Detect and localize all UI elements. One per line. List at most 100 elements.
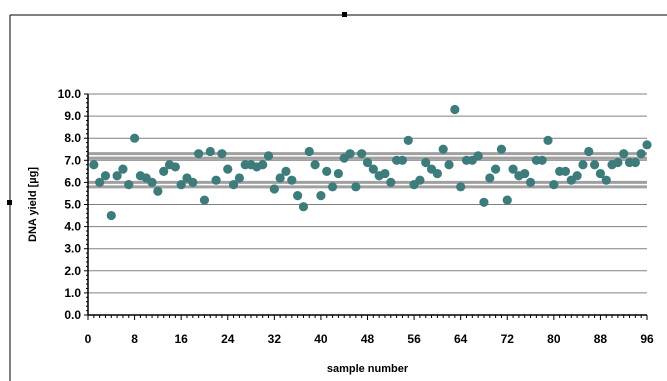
data-point-73 — [508, 164, 518, 174]
data-point-78 — [537, 155, 547, 165]
x-tick-label-2: 16 — [174, 332, 188, 346]
data-point-4 — [106, 210, 116, 221]
y-tick-label-6: 6.0 — [64, 175, 81, 189]
data-point-32 — [269, 184, 279, 194]
data-point-79 — [543, 135, 553, 146]
data-point-95 — [636, 149, 646, 159]
axes — [84, 93, 648, 320]
data-point-72 — [502, 195, 512, 205]
data-point-68 — [479, 197, 489, 207]
x-tick-label-3: 24 — [221, 332, 235, 346]
data-point-49 — [368, 164, 378, 174]
data-point-48 — [362, 157, 373, 168]
x-tick-label-9: 72 — [501, 332, 515, 346]
data-point-62 — [444, 160, 454, 170]
data-point-20 — [199, 195, 210, 205]
data-point-15 — [170, 162, 180, 172]
frame-handle-left — [7, 200, 12, 205]
data-point-51 — [380, 168, 390, 179]
data-point-86 — [584, 146, 594, 157]
data-point-47 — [357, 149, 367, 159]
data-point-84 — [572, 171, 582, 181]
data-point-42 — [327, 182, 338, 192]
x-tick-label-4: 32 — [268, 332, 282, 346]
x-tick-label-0: 0 — [85, 332, 92, 346]
data-point-3 — [100, 171, 111, 181]
data-point-19 — [194, 149, 204, 159]
y-tick-label-4: 4.0 — [64, 220, 81, 234]
data-point-71 — [496, 144, 507, 154]
tick-labels: 0.0 1.0 2.0 3.0 4.0 5.0 6.0 7.0 8.0 9.0 10.0 0 8 16 24… — [58, 87, 654, 346]
data-point-69 — [485, 173, 495, 183]
data-point-2 — [95, 177, 105, 187]
data-point-94 — [630, 157, 640, 168]
data-point-11 — [147, 177, 157, 187]
data-point-22 — [211, 175, 221, 185]
x-tick-label-11: 88 — [594, 332, 608, 346]
data-point-34 — [281, 166, 291, 176]
x-tick-label-7: 56 — [407, 332, 421, 346]
x-axis-title: sample number — [327, 363, 409, 375]
data-point-46 — [351, 182, 361, 192]
data-point-5 — [112, 171, 122, 181]
data-point-8 — [129, 133, 140, 143]
data-point-96 — [642, 140, 652, 150]
data-point-41 — [322, 166, 332, 176]
data-point-82 — [560, 166, 571, 176]
data-point-31 — [263, 151, 274, 161]
data-point-54 — [397, 155, 408, 165]
data-point-26 — [234, 173, 244, 183]
y-tick-label-3: 3.0 — [64, 242, 81, 256]
y-tick-label-2: 2.0 — [64, 264, 81, 278]
y-tick-label-9: 9.0 — [64, 109, 81, 123]
data-points — [89, 104, 652, 221]
data-point-57 — [415, 175, 425, 185]
data-point-43 — [333, 168, 343, 179]
gridlines — [88, 93, 647, 294]
data-point-16 — [176, 180, 186, 190]
data-point-85 — [578, 160, 588, 170]
data-point-75 — [520, 168, 530, 179]
x-tick-label-6: 48 — [361, 332, 375, 346]
data-point-67 — [473, 151, 483, 161]
x-tick-label-5: 40 — [314, 332, 328, 346]
y-tick-label-7: 7.0 — [64, 153, 81, 167]
x-tick-label-1: 8 — [131, 332, 138, 346]
data-point-7 — [124, 180, 134, 190]
data-point-21 — [205, 146, 215, 157]
y-tick-label-8: 8.0 — [64, 131, 81, 145]
data-point-92 — [619, 149, 629, 159]
data-point-35 — [287, 175, 297, 185]
data-point-60 — [432, 168, 442, 179]
x-tick-label-8: 64 — [454, 332, 468, 346]
data-point-52 — [386, 177, 396, 187]
data-point-58 — [421, 157, 431, 168]
data-point-30 — [258, 160, 268, 170]
data-point-6 — [118, 164, 128, 174]
data-point-61 — [438, 144, 448, 154]
data-point-13 — [159, 166, 169, 176]
data-point-1 — [89, 160, 99, 170]
y-tick-label-1: 1.0 — [64, 286, 81, 300]
data-point-18 — [188, 177, 198, 187]
data-point-36 — [293, 191, 303, 201]
x-tick-label-12: 96 — [640, 332, 654, 346]
data-point-24 — [223, 164, 233, 174]
y-tick-label-5: 5.0 — [64, 198, 81, 212]
data-point-45 — [345, 149, 355, 159]
data-point-89 — [601, 175, 611, 185]
data-point-55 — [403, 135, 413, 146]
data-point-76 — [525, 177, 536, 187]
data-point-39 — [310, 160, 320, 170]
y-tick-label-10: 10.0 — [58, 87, 82, 101]
y-axis-title: DNA yield [µg] — [27, 167, 39, 242]
y-tick-label-0: 0.0 — [64, 308, 81, 322]
data-point-23 — [217, 149, 227, 159]
x-tick-label-10: 80 — [547, 332, 561, 346]
data-point-87 — [589, 160, 600, 170]
data-point-12 — [153, 186, 163, 196]
frame-handle-top — [342, 12, 347, 17]
data-point-70 — [491, 164, 501, 174]
